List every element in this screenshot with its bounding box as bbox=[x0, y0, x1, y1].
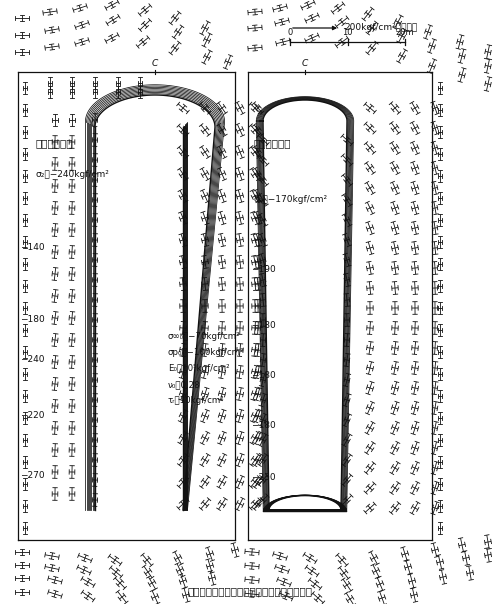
Text: −180: −180 bbox=[251, 370, 276, 379]
Text: −220: −220 bbox=[20, 411, 44, 420]
Text: −240: −240 bbox=[20, 356, 44, 364]
Text: 〔きのこ形〕: 〔きのこ形〕 bbox=[36, 138, 74, 148]
Text: 20m: 20m bbox=[396, 28, 414, 37]
Text: 0: 0 bbox=[288, 28, 292, 37]
Text: 10: 10 bbox=[342, 28, 353, 37]
Text: σ₂＝−240kgf/cm²: σ₂＝−240kgf/cm² bbox=[36, 170, 110, 179]
Text: 掘削後の応力分布（空洞形状の違いの影響）: 掘削後の応力分布（空洞形状の違いの影響） bbox=[188, 586, 312, 596]
Text: 200kgf/cm²（圧縮）: 200kgf/cm²（圧縮） bbox=[344, 24, 417, 33]
Text: C: C bbox=[152, 59, 158, 68]
Text: −270: −270 bbox=[20, 471, 44, 480]
Text: ν₀＝0.28: ν₀＝0.28 bbox=[168, 380, 200, 389]
Text: −180: −180 bbox=[251, 420, 276, 429]
Text: σ∞₀＝−70kgf/cm²: σ∞₀＝−70kgf/cm² bbox=[168, 332, 240, 341]
Text: −190: −190 bbox=[251, 266, 276, 274]
Text: −140: −140 bbox=[20, 243, 44, 252]
Text: σ₂＝−170kgf/cm²: σ₂＝−170kgf/cm² bbox=[253, 195, 327, 204]
Text: −180: −180 bbox=[251, 321, 276, 330]
Text: σp₀＝−100kgf/cm²: σp₀＝−100kgf/cm² bbox=[168, 348, 244, 357]
Text: C: C bbox=[302, 59, 308, 68]
Text: τᵣ＝10kgf/cm²: τᵣ＝10kgf/cm² bbox=[168, 396, 225, 405]
Text: E₀＝10⁵kgf/cm²: E₀＝10⁵kgf/cm² bbox=[168, 364, 230, 373]
Text: 〔たまご形〕: 〔たまご形〕 bbox=[253, 138, 290, 148]
Text: −180: −180 bbox=[20, 315, 45, 324]
Text: −230: −230 bbox=[251, 474, 276, 483]
